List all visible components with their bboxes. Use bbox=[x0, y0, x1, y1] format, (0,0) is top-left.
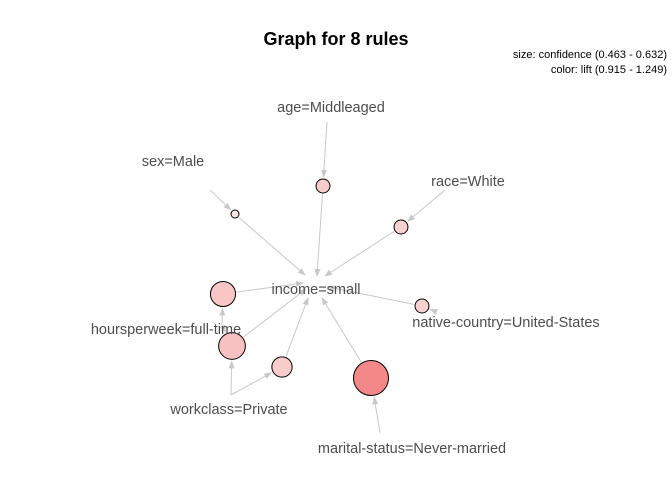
item-label-native: native-country=United-States bbox=[412, 315, 599, 331]
edge-marital-to-rule-8 bbox=[372, 396, 381, 434]
rule-node-3[interactable] bbox=[393, 219, 409, 235]
edge-hours-to-rule-5 bbox=[219, 324, 226, 334]
rule-node-5[interactable] bbox=[218, 332, 246, 360]
edge-rule-1-to-income bbox=[314, 193, 323, 277]
edge-rule-6-to-income bbox=[285, 297, 309, 357]
edge-rule-2-to-income bbox=[238, 216, 306, 276]
rule-node-1[interactable] bbox=[315, 178, 331, 194]
rule-node-8[interactable] bbox=[353, 360, 389, 396]
rule-node-4[interactable] bbox=[209, 280, 237, 308]
edge-workclass-to-rule-5 bbox=[228, 360, 235, 396]
edge-age-to-rule-1 bbox=[321, 121, 328, 179]
rule-node-7[interactable] bbox=[414, 298, 430, 314]
edge-native-to-rule-7 bbox=[429, 308, 438, 315]
edge-rule-5-to-income bbox=[243, 288, 307, 338]
rules-layer bbox=[209, 178, 430, 396]
item-label-age: age=Middleaged bbox=[277, 100, 385, 116]
rule-node-2[interactable] bbox=[230, 209, 240, 219]
edge-rule-4-to-income bbox=[236, 280, 304, 293]
item-label-race: race=White bbox=[431, 174, 505, 190]
rule-node-6[interactable] bbox=[271, 356, 293, 378]
edges-layer bbox=[209, 121, 446, 434]
item-label-sex: sex=Male bbox=[142, 154, 204, 170]
edge-sex-to-rule-2 bbox=[209, 189, 232, 211]
edge-hours-to-rule-4 bbox=[219, 307, 226, 326]
edge-race-to-rule-3 bbox=[407, 189, 446, 222]
edge-rule-3-to-income bbox=[324, 230, 395, 277]
graph-title: Graph for 8 rules bbox=[263, 29, 408, 49]
item-label-workclass: workclass=Private bbox=[169, 402, 287, 418]
edge-workclass-to-rule-6 bbox=[230, 372, 273, 396]
edge-rule-7-to-income bbox=[327, 285, 415, 305]
item-label-income: income=small bbox=[271, 282, 360, 298]
item-label-hours: hoursperweek=full-time bbox=[91, 322, 241, 338]
legend-color: color: lift (0.915 - 1.249) bbox=[551, 64, 667, 76]
item-label-marital: marital-status=Never-married bbox=[318, 441, 506, 457]
legend-size: size: confidence (0.463 - 0.632) bbox=[513, 49, 667, 61]
edge-rule-8-to-income bbox=[321, 297, 362, 363]
